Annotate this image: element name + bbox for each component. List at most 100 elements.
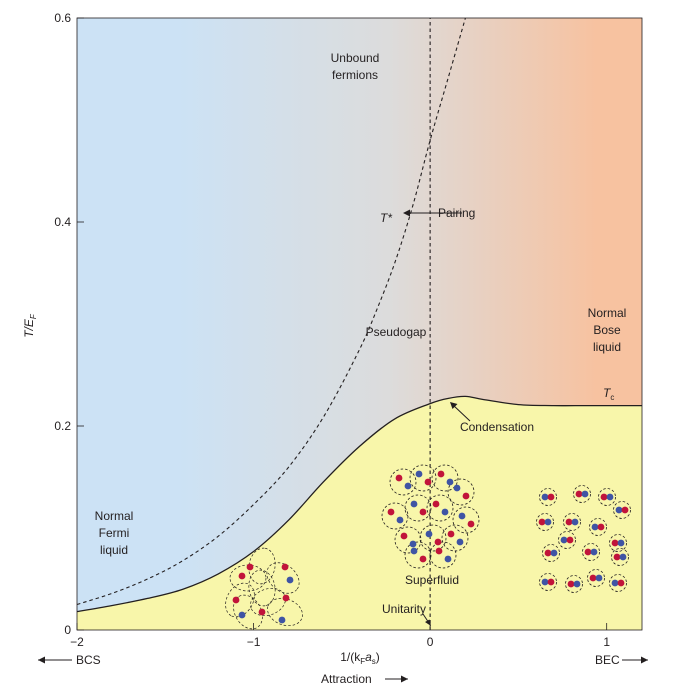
label-normal-bose-2: Bose <box>593 323 621 337</box>
particle <box>282 594 290 602</box>
particle <box>281 563 289 571</box>
bcs-pair-ring <box>248 569 276 607</box>
y-tick-label-3: 0.6 <box>54 11 71 25</box>
bec-molecule-ring <box>611 548 629 566</box>
unitarity-pairs-illustration <box>381 464 480 569</box>
unitarity-pair-ring <box>452 506 480 534</box>
particle <box>238 611 246 619</box>
series-line-t-star <box>76 17 466 606</box>
label-t-star: T* <box>380 211 392 225</box>
unitarity-pair-ring <box>431 464 459 492</box>
particle <box>544 549 552 557</box>
svg-text:BEC: BEC <box>595 653 620 667</box>
particle <box>424 478 432 486</box>
bcs-pair-ring <box>267 597 303 627</box>
particle <box>567 580 575 588</box>
particle <box>238 572 246 580</box>
y-tick-label-2: 0.4 <box>54 215 71 229</box>
bec-molecule-ring <box>589 518 607 536</box>
particle <box>573 580 581 588</box>
particle <box>467 520 475 528</box>
x-axis-title: 1/(kFas) <box>340 650 380 666</box>
bec-molecule-ring <box>542 544 560 562</box>
particle <box>258 608 266 616</box>
label-normal-fermi-2: Fermi <box>99 526 130 540</box>
bcs-direction-label: BCS <box>38 653 101 667</box>
bec-molecule-ring <box>565 575 583 593</box>
label-normal-fermi-1: Normal <box>95 509 134 523</box>
particle <box>410 500 418 508</box>
particle <box>619 553 627 561</box>
label-normal-bose-3: liquid <box>593 340 621 354</box>
particle <box>550 549 558 557</box>
label-tc-subscript: c <box>610 393 614 402</box>
particle <box>434 538 442 546</box>
particle <box>462 492 470 500</box>
particle <box>286 576 294 584</box>
particle <box>595 574 603 582</box>
plot-frame <box>76 17 643 631</box>
y-tick-label-0: 0 <box>64 623 71 637</box>
particle <box>415 470 423 478</box>
particle <box>589 574 597 582</box>
particle <box>600 493 608 501</box>
bec-molecule-ring <box>573 485 591 503</box>
bec-molecule-ring <box>563 513 581 531</box>
bec-molecule-ring <box>536 513 554 531</box>
particle <box>447 530 455 538</box>
particle <box>566 536 574 544</box>
particle <box>446 478 454 486</box>
condensation-pointer: Condensation <box>450 402 534 434</box>
particle <box>547 578 555 586</box>
particle <box>575 490 583 498</box>
bec-molecule-ring <box>587 569 605 587</box>
label-tc: Tc <box>603 386 614 402</box>
label-superfluid: Superfluid <box>405 573 459 587</box>
bec-molecule-ring <box>613 501 631 519</box>
svg-text:Attraction: Attraction <box>321 672 372 686</box>
unitarity-pair-ring <box>419 524 447 552</box>
bcs-pair-ring <box>233 594 263 630</box>
bec-molecule-ring <box>582 543 600 561</box>
x-tick-label-2: 0 <box>427 635 434 649</box>
particle <box>435 547 443 555</box>
particle <box>400 532 408 540</box>
particle <box>565 518 573 526</box>
pairing-pointer: Pairing <box>403 206 475 220</box>
particle <box>432 500 440 508</box>
unitarity-pair-ring <box>429 541 457 569</box>
particle <box>396 516 404 524</box>
label-normal-fermi-3: liquid <box>100 543 128 557</box>
unitarity-pair-ring <box>389 468 417 496</box>
particle <box>617 539 625 547</box>
bec-molecules-illustration <box>536 485 631 593</box>
particle <box>597 523 605 531</box>
particle <box>246 563 254 571</box>
particle <box>409 540 417 548</box>
y-axis-title: T/EF <box>22 313 38 338</box>
particle <box>437 470 445 478</box>
particle <box>441 508 449 516</box>
bec-molecule-ring <box>539 488 557 506</box>
svg-text:Condensation: Condensation <box>460 420 534 434</box>
particle <box>458 512 466 520</box>
particle <box>581 490 589 498</box>
x-tick-label-0: −2 <box>70 635 84 649</box>
bec-molecule-ring <box>558 531 576 549</box>
y-axis-ticks: 0 0.2 0.4 0.6 <box>54 11 84 637</box>
particle <box>590 548 598 556</box>
particle <box>621 506 629 514</box>
x-tick-label-3: 1 <box>603 635 610 649</box>
attraction-direction-label: Attraction <box>321 672 408 686</box>
unitarity-pair-ring <box>409 464 437 492</box>
particle <box>617 579 625 587</box>
x-axis-ticks: −2 −1 0 1 <box>70 623 610 649</box>
particle <box>611 539 619 547</box>
unitarity-pair-ring <box>426 494 454 522</box>
bec-molecule-ring <box>598 488 616 506</box>
bec-molecule-ring <box>609 534 627 552</box>
x-tick-label-1: −1 <box>247 635 261 649</box>
bcs-pair-ring <box>266 562 300 594</box>
particle <box>584 548 592 556</box>
